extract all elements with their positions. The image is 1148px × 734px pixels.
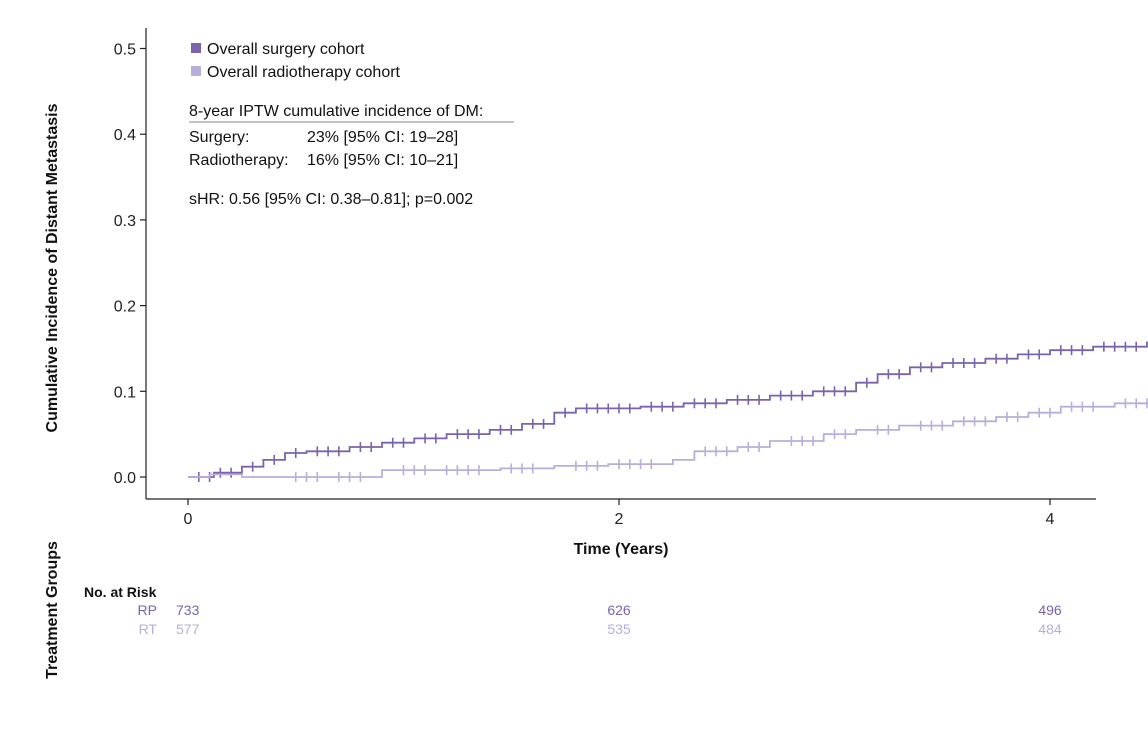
risk-table-group-axis-label: Treatment Groups <box>44 541 61 679</box>
risk-value-rp: 733 <box>176 602 200 618</box>
x-ticks: 02468 <box>184 499 1055 528</box>
legend-swatch-radiotherapy <box>191 66 201 76</box>
legend-label-surgery: Overall surgery cohort <box>207 41 365 58</box>
risk-row-label-rt: RT <box>139 621 158 637</box>
risk-value-rt: 535 <box>607 621 631 637</box>
annotation-block: 8-year IPTW cumulative incidence of DM: … <box>189 103 514 208</box>
risk-values: 73362649628914357753548427212 <box>176 602 1062 637</box>
y-tick-label: 0.5 <box>114 42 136 59</box>
x-tick-label: 0 <box>184 511 193 528</box>
y-axis-title: Cumulative Incidence of Distant Metastas… <box>44 103 61 432</box>
y-tick-label: 0.0 <box>114 470 136 487</box>
annotation-surgery-value: 23% [95% CI: 19–28] <box>307 129 458 146</box>
series-radiotherapy <box>188 398 1148 482</box>
series-surgery <box>188 341 1148 482</box>
x-tick-label: 4 <box>1046 511 1055 528</box>
y-tick-label: 0.1 <box>114 384 136 401</box>
axes <box>145 28 1096 500</box>
legend: Overall surgery cohort Overall radiother… <box>191 41 401 81</box>
legend-label-radiotherapy: Overall radiotherapy cohort <box>207 64 401 81</box>
series-line <box>188 402 1148 478</box>
risk-table-heading: No. at Risk <box>84 584 157 600</box>
y-tick-label: 0.2 <box>114 299 136 316</box>
series-layer <box>188 341 1148 482</box>
y-tick-label: 0.3 <box>114 213 136 230</box>
annotation-shr: sHR: 0.56 [95% CI: 0.38–0.81]; p=0.002 <box>189 191 473 208</box>
risk-value-rp: 496 <box>1038 602 1062 618</box>
risk-value-rt: 484 <box>1038 621 1062 637</box>
risk-row-label-rp: RP <box>138 602 157 618</box>
annotation-surgery-label: Surgery: <box>189 129 249 146</box>
x-tick-label: 2 <box>615 511 624 528</box>
risk-value-rt: 577 <box>176 621 200 637</box>
series-line <box>188 341 1148 478</box>
y-tick-label: 0.4 <box>114 127 136 144</box>
annotation-radiotherapy-value: 16% [95% CI: 10–21] <box>307 152 458 169</box>
risk-table: Treatment Groups No. at Risk RP RT 733 62… <box>44 541 1062 679</box>
risk-value-rp: 626 <box>607 602 631 618</box>
annotation-heading: 8-year IPTW cumulative incidence of DM: <box>189 103 483 120</box>
x-axis-title: Time (Years) <box>574 541 669 558</box>
y-ticks: 0.0 0.1 0.2 0.3 0.4 0.5 <box>114 42 146 487</box>
annotation-radiotherapy-label: Radiotherapy: <box>189 152 289 169</box>
legend-swatch-surgery <box>191 43 201 53</box>
